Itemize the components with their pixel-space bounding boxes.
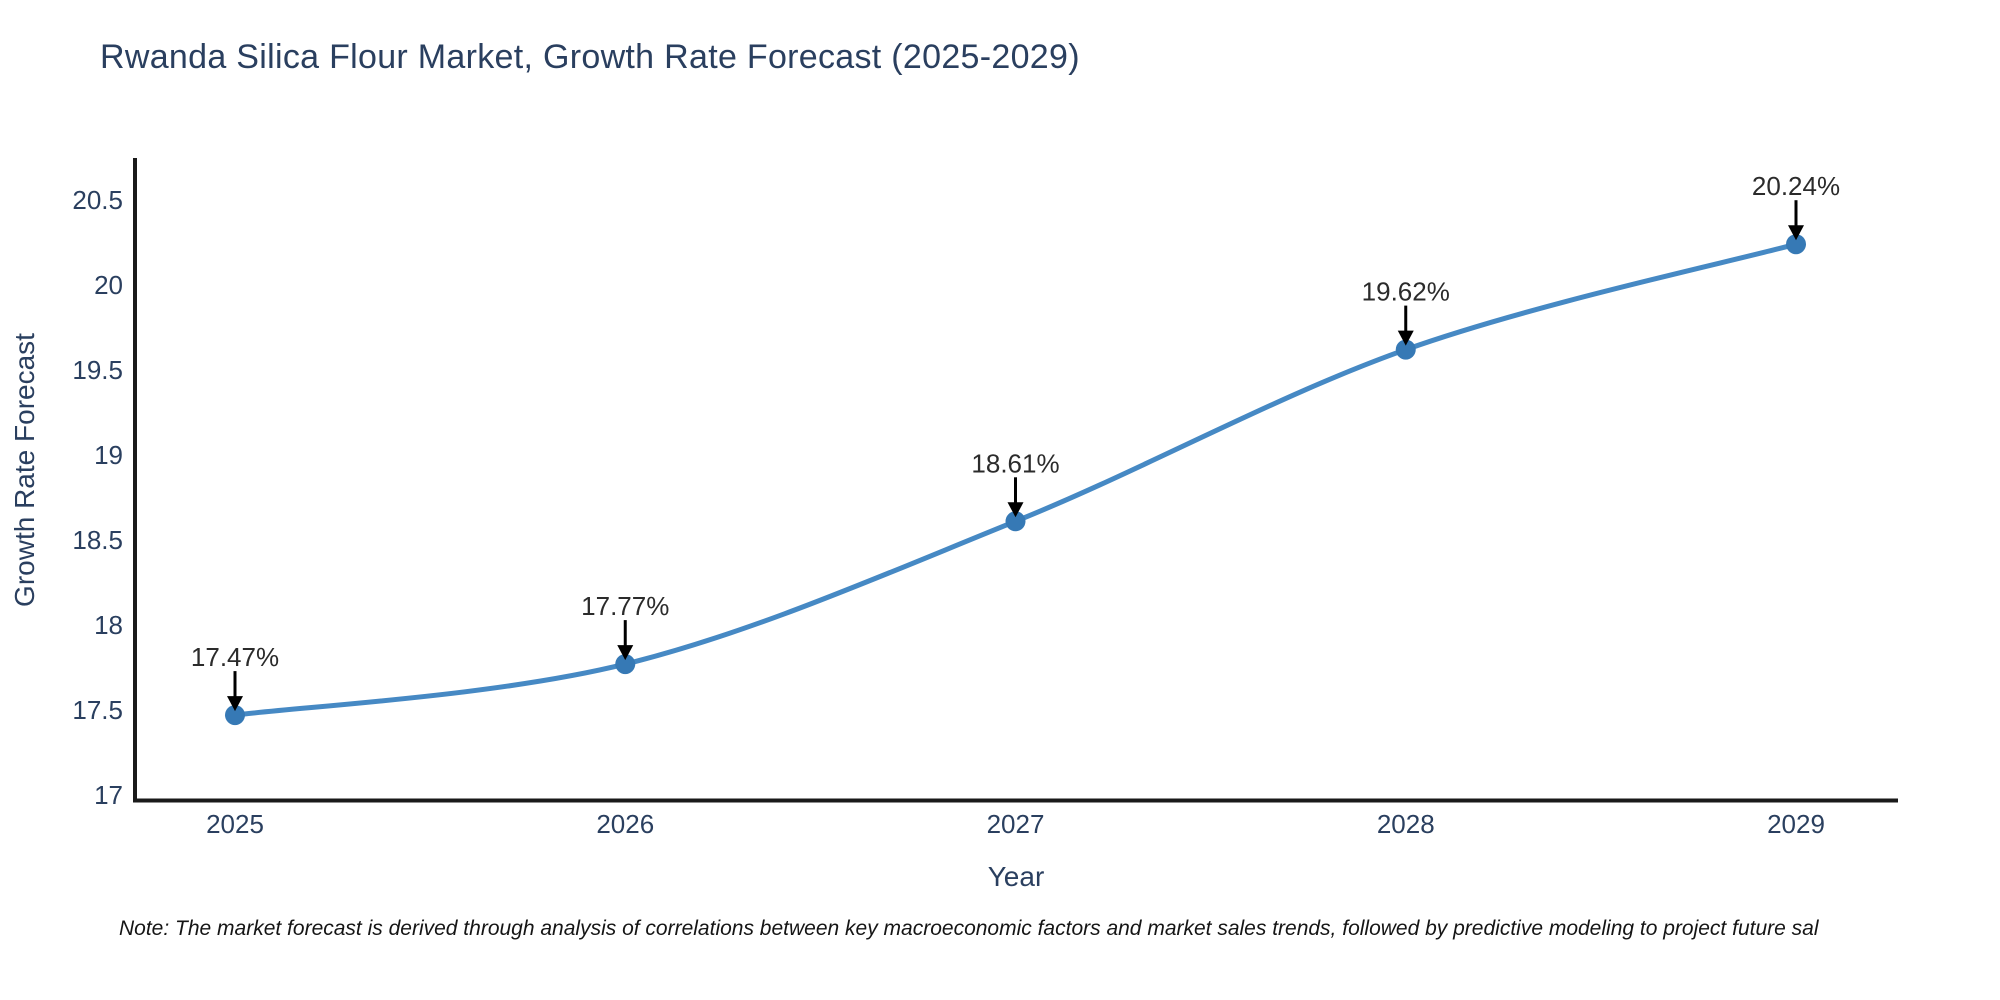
y-tick-label: 19.5 <box>72 355 123 385</box>
x-tick-label: 2027 <box>987 809 1045 839</box>
point-annotation-label: 18.61% <box>971 448 1059 478</box>
annotation-arrowhead-icon <box>1788 225 1804 241</box>
data-point-marker <box>1395 339 1416 360</box>
point-annotation-label: 17.77% <box>581 591 669 621</box>
y-tick-label: 17.5 <box>72 695 123 725</box>
y-axis-title: Growth Rate Forecast <box>9 333 40 607</box>
x-tick-label: 2026 <box>596 809 654 839</box>
point-annotation-label: 19.62% <box>1362 277 1450 307</box>
x-tick-label: 2028 <box>1377 809 1435 839</box>
data-point-marker <box>1005 511 1026 532</box>
annotation-arrowhead-icon <box>1397 330 1414 346</box>
y-tick-label: 17 <box>94 780 123 810</box>
y-tick-label: 18.5 <box>72 525 123 555</box>
point-annotation-label: 17.47% <box>191 642 279 672</box>
y-tick-label: 20 <box>94 270 123 300</box>
point-annotation-label: 20.24% <box>1752 171 1840 201</box>
data-point-marker <box>615 654 636 675</box>
x-tick-label: 2029 <box>1767 809 1825 839</box>
y-axis-ticks: 17 17.5 18 18.5 19 19.5 20 20.5 <box>72 185 123 810</box>
data-point-marker <box>1786 234 1806 255</box>
x-tick-label: 2025 <box>206 809 264 839</box>
y-tick-label: 18 <box>94 610 123 640</box>
series-group <box>225 234 1806 726</box>
x-axis-title: Year <box>988 861 1045 892</box>
x-axis-ticks: 2025 2026 2027 2028 2029 <box>206 809 1825 839</box>
chart-title: Rwanda Silica Flour Market, Growth Rate … <box>100 38 1080 76</box>
axis-lines <box>133 158 1898 803</box>
annotations-group: 17.47% 17.77% 18.61% 19.62% 20.24% <box>191 171 1840 712</box>
y-tick-label: 19 <box>94 440 123 470</box>
chart-footnote: Note: The market forecast is derived thr… <box>119 917 1819 940</box>
annotation-arrowhead-icon <box>617 645 634 661</box>
data-point-marker <box>225 705 245 726</box>
annotation-arrowhead-icon <box>1007 502 1024 518</box>
y-tick-label: 20.5 <box>72 185 123 215</box>
annotation-arrowhead-icon <box>227 696 243 712</box>
